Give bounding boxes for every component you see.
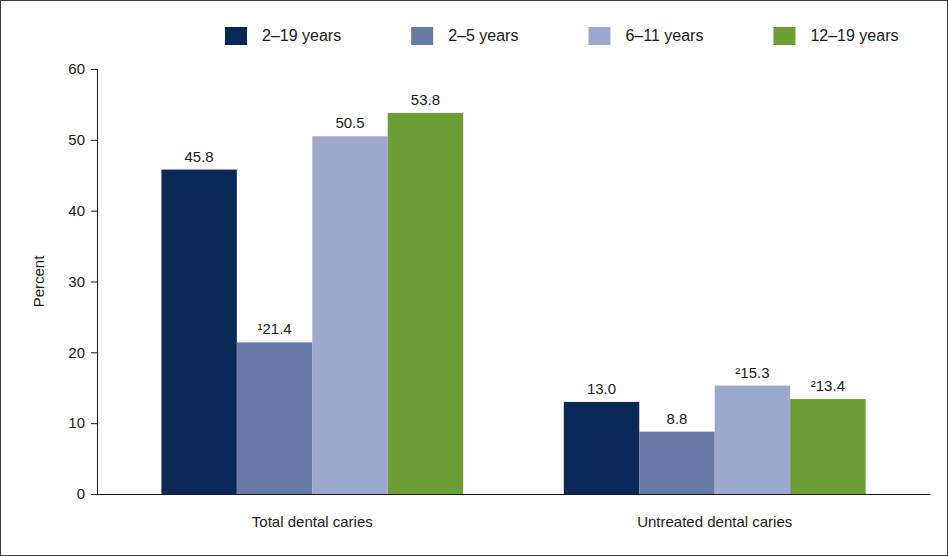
- y-tick-label: 50: [68, 131, 85, 148]
- y-tick-label: 30: [68, 273, 85, 290]
- y-axis-title: Percent: [30, 255, 47, 308]
- y-tick-label: 20: [68, 344, 85, 361]
- y-tick-mark: [91, 140, 97, 141]
- x-tick: Untreated dental caries: [637, 513, 792, 530]
- y-tick-mark: [91, 211, 97, 212]
- bar-series: [388, 113, 866, 494]
- data-labels: 45.8 13.0 ¹21.4 8.8 50.5 ²15.3 53.8 ²13.4: [185, 91, 845, 427]
- x-tick-label: Untreated dental caries: [637, 513, 792, 530]
- data-label: ¹21.4: [257, 320, 291, 337]
- frame: [1, 1, 948, 556]
- bar-series: [312, 136, 790, 494]
- legend-item: 12–19 years: [773, 27, 898, 45]
- x-axis-line: [98, 494, 931, 495]
- legend-label: 12–19 years: [810, 27, 898, 44]
- legend-swatch: [411, 27, 433, 45]
- y-tick-mark: [91, 423, 97, 424]
- legend-swatch: [773, 27, 795, 45]
- legend-swatch: [225, 27, 247, 45]
- data-label: 13.0: [587, 380, 616, 397]
- bars: [161, 113, 865, 494]
- bar: [312, 136, 387, 494]
- legend-item: 2–19 years: [225, 27, 341, 45]
- y-tick-label: 0: [77, 485, 85, 502]
- x-tick-label: Total dental caries: [252, 513, 373, 530]
- legend-label: 2–5 years: [448, 27, 518, 44]
- y-tick: 20: [68, 344, 97, 361]
- bar: [161, 170, 236, 494]
- data-label: 50.5: [335, 114, 364, 131]
- data-label: 45.8: [185, 148, 214, 165]
- legend: 2–19 years 2–5 years 6–11 years 12–19 years: [225, 27, 898, 45]
- bar-series: [237, 342, 715, 494]
- bar: [388, 113, 463, 494]
- bar: [564, 402, 639, 494]
- y-tick-mark: [91, 352, 97, 353]
- y-tick: 50: [68, 131, 97, 148]
- legend-label: 6–11 years: [625, 27, 703, 44]
- y-tick: 30: [68, 273, 97, 290]
- y-tick: 60: [68, 60, 97, 77]
- y-tick-mark: [91, 282, 97, 283]
- y-tick: 10: [68, 414, 97, 431]
- y-tick-mark: [91, 494, 97, 495]
- chart: 45.8 13.0 ¹21.4 8.8 50.5 ²15.3 53.8 ²13.4 0 10 20 3…: [0, 0, 948, 556]
- data-label: ²15.3: [735, 364, 769, 381]
- y-tick: 0: [77, 485, 97, 502]
- y-axis: 0 10 20 30 40 50 60: [68, 60, 97, 502]
- y-tick-label: 10: [68, 414, 85, 431]
- legend-swatch: [588, 27, 610, 45]
- legend-item: 2–5 years: [411, 27, 518, 45]
- data-label: 53.8: [411, 91, 440, 108]
- x-tick: Total dental caries: [252, 513, 373, 530]
- bar: [790, 399, 865, 494]
- bar: [237, 342, 312, 494]
- legend-label: 2–19 years: [262, 27, 341, 44]
- y-tick-label: 60: [68, 60, 85, 77]
- x-axis: Total dental caries Untreated dental cari…: [98, 495, 931, 530]
- legend-item: 6–11 years: [588, 27, 703, 45]
- y-tick: 40: [68, 202, 97, 219]
- data-label: 8.8: [667, 410, 688, 427]
- y-tick-mark: [91, 69, 97, 70]
- y-axis-line: [91, 70, 98, 495]
- bar: [639, 432, 714, 494]
- data-label: ²13.4: [811, 377, 845, 394]
- bar: [715, 386, 790, 494]
- y-tick-label: 40: [68, 202, 85, 219]
